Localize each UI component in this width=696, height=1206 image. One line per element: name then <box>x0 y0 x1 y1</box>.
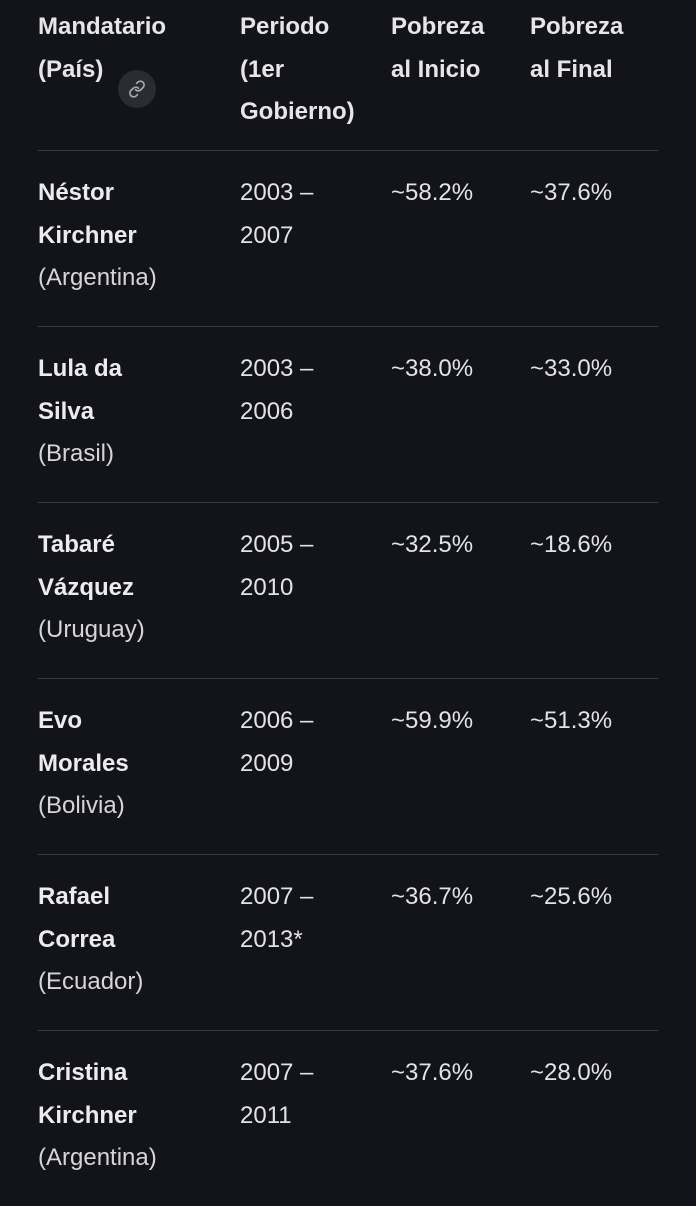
link-icon <box>129 80 145 98</box>
table-row: Evo Morales (Bolivia) 2006 – 2009 ~59.9%… <box>38 679 658 855</box>
table-row: Lula da Silva (Brasil) 2003 – 2006 ~38.0… <box>38 327 658 503</box>
leader-country: (Argentina) <box>38 264 157 291</box>
cell-periodo: 2006 – 2009 <box>240 700 375 785</box>
leader-country: (Brasil) <box>38 440 114 467</box>
cell-mandatario: Tabaré Vázquez (Uruguay) <box>38 524 223 652</box>
cell-pobreza-inicio: ~36.7% <box>391 883 474 910</box>
cell-periodo: 2003 – 2007 <box>240 172 375 257</box>
cell-mandatario: Evo Morales (Bolivia) <box>38 700 223 828</box>
leader-country: (Bolivia) <box>38 792 125 819</box>
table-header-row: Mandatario (País) Periodo (1er Gobierno)… <box>38 0 658 151</box>
period-value: 2007 – 2011 <box>240 1059 314 1129</box>
header-mandatario-label: Mandatario (País) <box>38 13 167 83</box>
period-value: 2005 – 2010 <box>240 531 314 601</box>
cell-pobreza-inicio: ~59.9% <box>391 707 474 734</box>
cell-pobreza-final: ~37.6% <box>530 179 613 206</box>
cell-mandatario: Néstor Kirchner (Argentina) <box>38 172 223 300</box>
period-value: 2007 – 2013* <box>240 883 314 953</box>
cell-periodo: 2003 – 2006 <box>240 348 375 433</box>
leader-country: (Argentina) <box>38 1144 157 1171</box>
header-mandatario: Mandatario (País) <box>38 6 223 108</box>
table-row: Cristina Kirchner (Argentina) 2007 – 201… <box>38 1031 658 1206</box>
cell-mandatario: Lula da Silva (Brasil) <box>38 348 223 476</box>
cell-periodo: 2007 – 2011 <box>240 1052 375 1137</box>
cell-pobreza-final: ~28.0% <box>530 1059 613 1086</box>
cell-pobreza-final: ~51.3% <box>530 707 613 734</box>
table-row: Rafael Correa (Ecuador) 2007 – 2013* ~36… <box>38 855 658 1031</box>
cell-pobreza-final: ~18.6% <box>530 531 613 558</box>
leader-name: Tabaré Vázquez <box>38 531 135 601</box>
cell-mandatario: Cristina Kirchner (Argentina) <box>38 1052 223 1180</box>
leader-country: (Uruguay) <box>38 616 145 643</box>
period-value: 2006 – 2009 <box>240 707 314 777</box>
leader-name: Néstor Kirchner <box>38 179 137 249</box>
cell-pobreza-final: ~25.6% <box>530 883 613 910</box>
table-row: Néstor Kirchner (Argentina) 2003 – 2007 … <box>38 151 658 327</box>
cell-mandatario: Rafael Correa (Ecuador) <box>38 876 223 1004</box>
leader-name: Evo Morales <box>38 707 129 777</box>
header-pobreza-inicio: Pobreza al Inicio <box>391 13 485 83</box>
header-periodo: Periodo (1er Gobierno) <box>240 13 355 125</box>
leader-name: Cristina Kirchner <box>38 1059 137 1129</box>
leader-name: Lula da Silva <box>38 355 123 425</box>
link-button[interactable] <box>118 70 156 108</box>
header-pobreza-final: Pobreza al Final <box>530 13 624 83</box>
cell-periodo: 2007 – 2013* <box>240 876 375 961</box>
cell-periodo: 2005 – 2010 <box>240 524 375 609</box>
cell-pobreza-final: ~33.0% <box>530 355 613 382</box>
table-row: Tabaré Vázquez (Uruguay) 2005 – 2010 ~32… <box>38 503 658 679</box>
leader-country: (Ecuador) <box>38 968 144 995</box>
leader-name: Rafael Correa <box>38 883 116 953</box>
cell-pobreza-inicio: ~38.0% <box>391 355 474 382</box>
cell-pobreza-inicio: ~32.5% <box>391 531 474 558</box>
poverty-table: Mandatario (País) Periodo (1er Gobierno)… <box>38 0 658 1206</box>
cell-pobreza-inicio: ~37.6% <box>391 1059 474 1086</box>
period-value: 2003 – 2006 <box>240 355 314 425</box>
cell-pobreza-inicio: ~58.2% <box>391 179 474 206</box>
period-value: 2003 – 2007 <box>240 179 314 249</box>
